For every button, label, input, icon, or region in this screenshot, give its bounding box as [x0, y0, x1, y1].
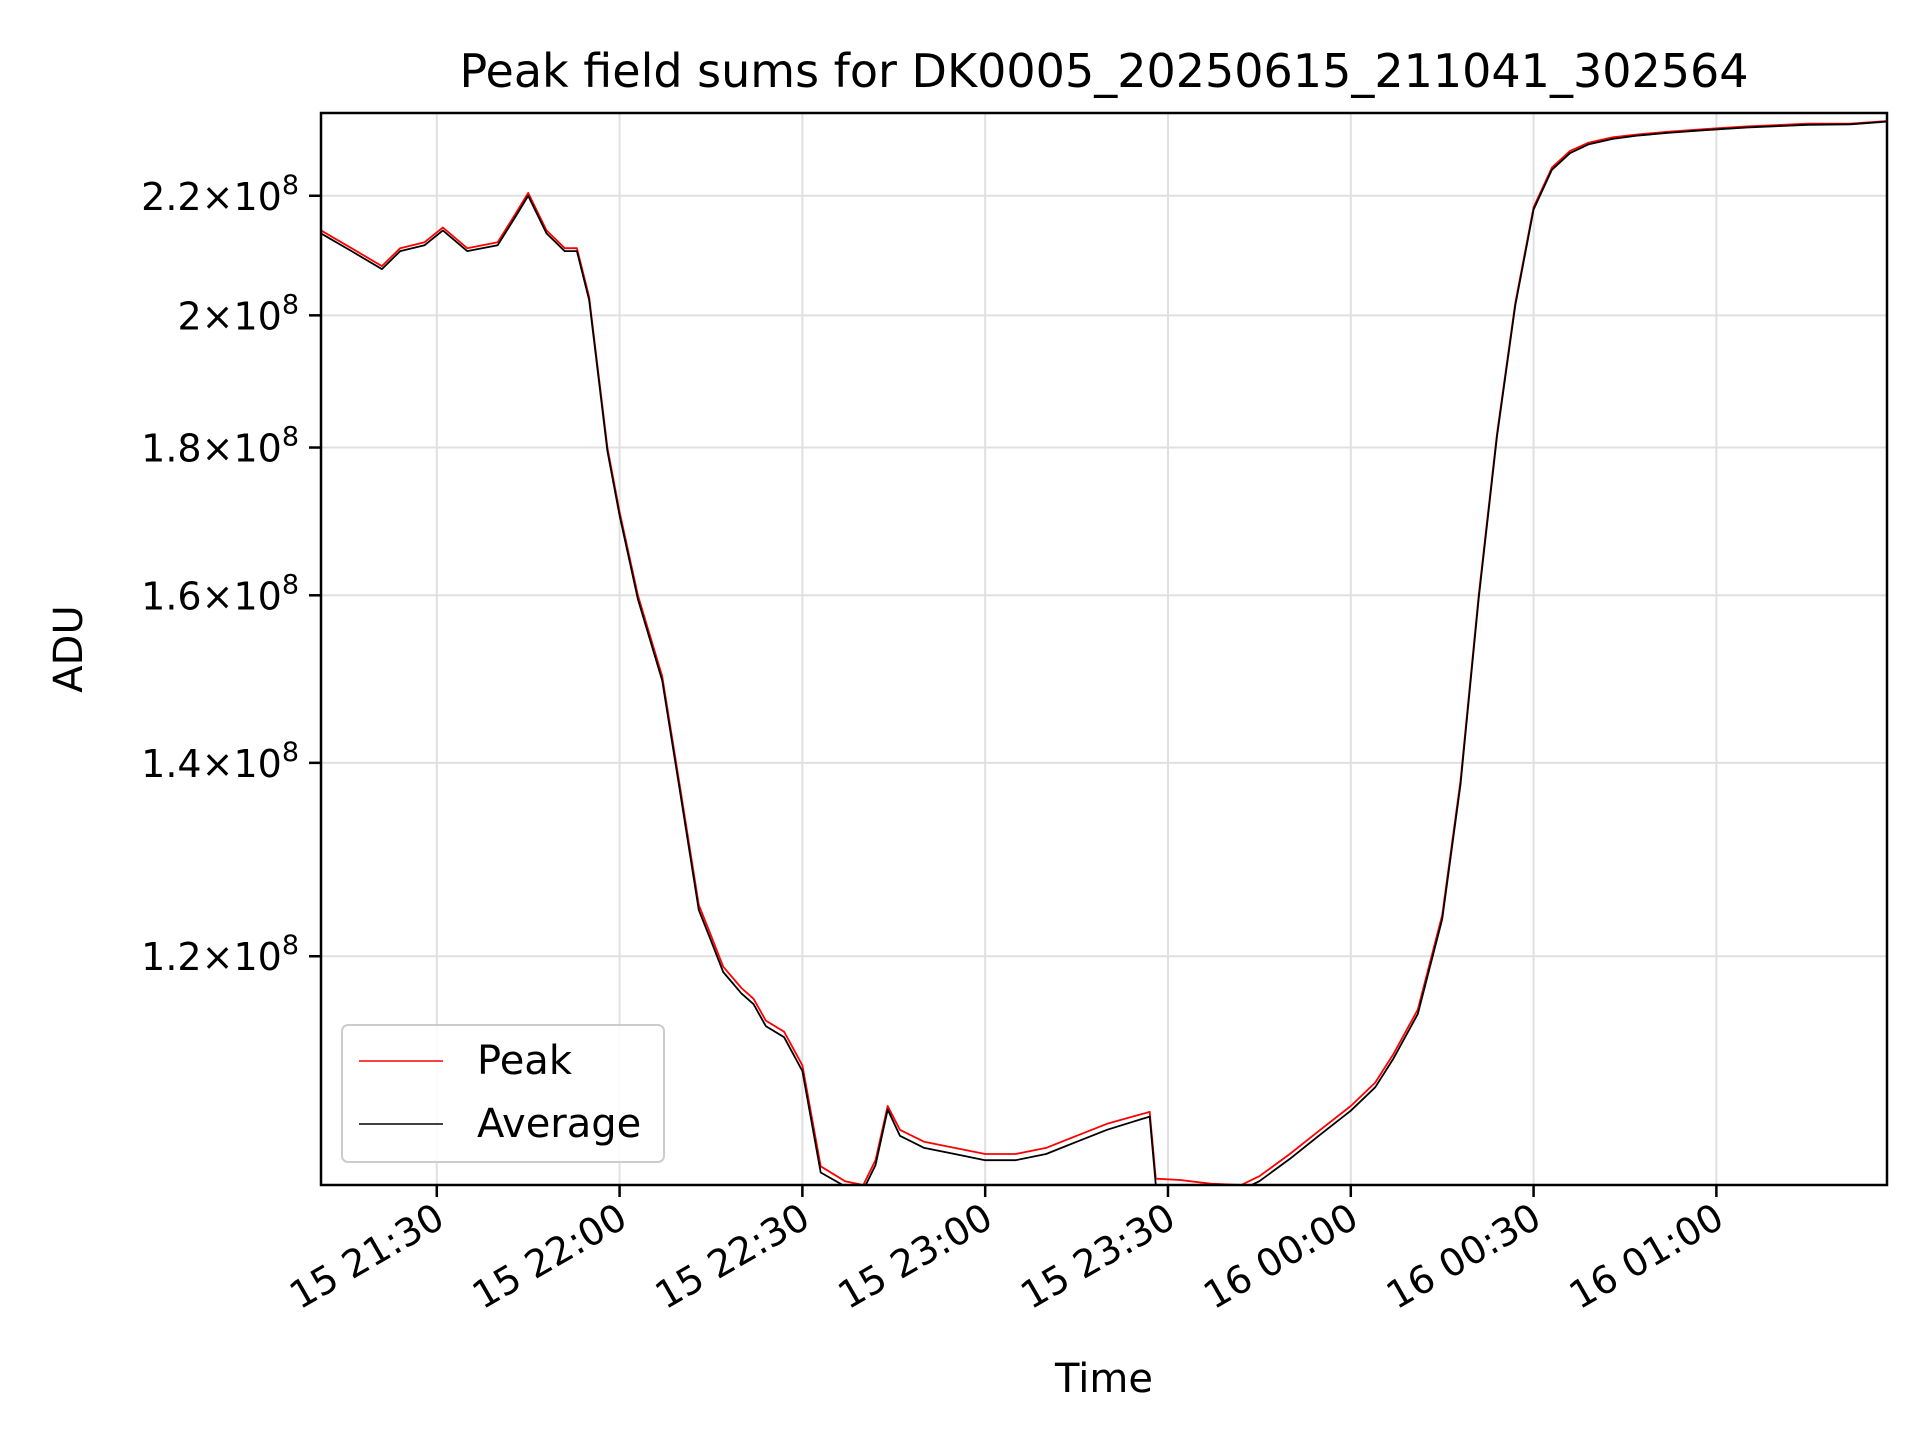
legend-box [341, 1024, 665, 1163]
axes-frame [319, 111, 1889, 1187]
y-tick-label: 1.6×108 [141, 569, 299, 618]
y-tick-label: 2×108 [177, 289, 299, 338]
y-tick-label: 1.8×108 [141, 422, 299, 471]
chart-title: Peak field sums for DK0005_20250615_2110… [459, 44, 1748, 98]
legend: Peak Average [341, 1024, 665, 1163]
plot-area [321, 120, 1887, 1185]
legend-label-average: Average [477, 1101, 641, 1147]
legend-label-peak: Peak [477, 1038, 573, 1084]
x-axis-label: Time [1054, 1356, 1153, 1402]
y-tick-label: 1.2×108 [141, 930, 299, 979]
y-axis: 1.2×108 1.4×108 1.6×108 1.8×108 2×108 2.2×108 [141, 170, 321, 979]
series-line-average [321, 120, 1887, 1185]
y-tick-label: 2.2×108 [141, 170, 299, 219]
y-axis-label: ADU [46, 605, 92, 692]
y-tick-label: 1.4×108 [141, 737, 299, 786]
grid [321, 113, 1887, 1185]
